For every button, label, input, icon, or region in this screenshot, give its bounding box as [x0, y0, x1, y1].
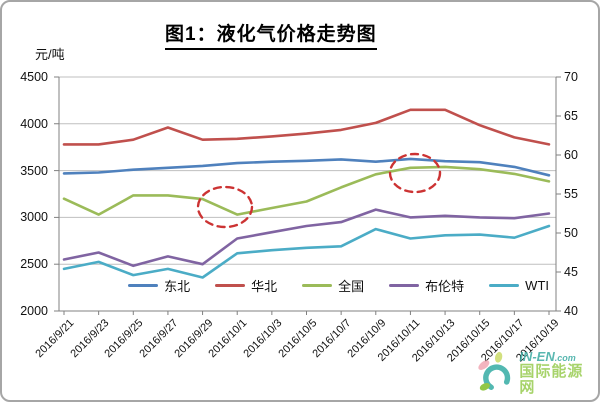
- chart-title: 图1：液化气价格走势图: [165, 19, 377, 50]
- left-axis-tick-label: 4000: [20, 116, 48, 131]
- legend-line-swatch: [128, 283, 159, 288]
- left-axis-tick-label: 3500: [20, 163, 48, 178]
- left-axis-tick-label: 2500: [20, 257, 48, 272]
- legend: 东北 华北 全国 布伦特 WTI: [59, 276, 549, 295]
- left-axis-unit-label: 元/吨: [35, 47, 65, 62]
- legend-line-swatch: [389, 283, 420, 288]
- watermark-name-cn: 国际能源网: [519, 363, 584, 396]
- legend-item-华北: 华北: [215, 276, 277, 295]
- right-axis-tick-label: 45: [564, 265, 578, 279]
- circle-low-point: [196, 185, 254, 229]
- series-line-WTI: [62, 224, 551, 279]
- watermark: IN-EN.com 国际能源网: [476, 350, 598, 396]
- left-axis-tick-label: 2000: [20, 304, 48, 318]
- legend-item-WTI: WTI: [489, 278, 549, 293]
- legend-item-布伦特: 布伦特: [389, 276, 464, 295]
- legend-label: 华北: [251, 279, 278, 294]
- left-axis-tick-label: 4500: [20, 70, 48, 84]
- right-axis-tick-label: 65: [564, 109, 578, 123]
- left-axis-tick-label: 3000: [20, 210, 48, 225]
- right-axis-tick-label: 70: [564, 70, 578, 84]
- legend-label: WTI: [525, 278, 549, 293]
- legend-line-swatch: [489, 283, 520, 288]
- series-line-全国: [62, 165, 551, 216]
- circle-converge: [388, 152, 442, 194]
- right-axis-tick-label: 50: [564, 226, 578, 240]
- legend-label: 东北: [164, 279, 191, 294]
- legend-label: 全国: [338, 279, 365, 294]
- right-axis-tick-label: 40: [564, 304, 578, 318]
- legend-item-东北: 东北: [128, 276, 190, 295]
- legend-item-全国: 全国: [302, 276, 364, 295]
- right-axis-tick-label: 55: [564, 187, 578, 201]
- right-axis-tick-label: 60: [564, 148, 578, 162]
- watermark-domain: IN-EN.com: [519, 349, 576, 365]
- series-line-华北: [62, 108, 551, 146]
- series-line-东北: [62, 157, 551, 177]
- series-line-布伦特: [62, 208, 551, 268]
- legend-line-swatch: [215, 283, 246, 288]
- legend-line-swatch: [302, 283, 333, 288]
- in-en-logo-icon: [478, 351, 511, 392]
- legend-label: 布伦特: [425, 279, 465, 294]
